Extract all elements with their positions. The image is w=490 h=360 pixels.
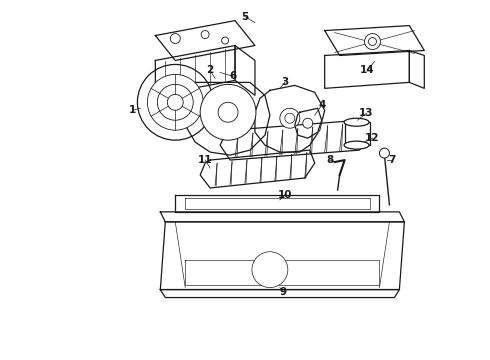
Polygon shape	[220, 120, 369, 160]
Polygon shape	[160, 212, 404, 222]
Circle shape	[252, 252, 288, 288]
Polygon shape	[344, 122, 369, 145]
Polygon shape	[325, 50, 409, 88]
Circle shape	[137, 64, 213, 140]
Polygon shape	[160, 222, 404, 289]
Circle shape	[365, 33, 380, 50]
Text: 11: 11	[198, 155, 212, 165]
Polygon shape	[200, 150, 315, 188]
Polygon shape	[295, 108, 322, 138]
Polygon shape	[155, 45, 235, 95]
Polygon shape	[235, 45, 255, 95]
Circle shape	[157, 84, 193, 120]
Text: 8: 8	[326, 155, 333, 165]
Polygon shape	[325, 26, 424, 55]
Polygon shape	[255, 85, 325, 152]
Ellipse shape	[344, 118, 369, 126]
Circle shape	[285, 113, 295, 123]
Polygon shape	[175, 195, 379, 212]
Circle shape	[368, 37, 376, 45]
Circle shape	[167, 94, 183, 110]
Circle shape	[171, 33, 180, 44]
Polygon shape	[155, 21, 255, 60]
Circle shape	[379, 148, 390, 158]
Circle shape	[303, 118, 313, 128]
Text: 5: 5	[242, 12, 248, 22]
Circle shape	[200, 84, 256, 140]
Circle shape	[280, 108, 300, 128]
Polygon shape	[160, 289, 399, 298]
Text: 12: 12	[365, 133, 380, 143]
Text: 6: 6	[229, 71, 237, 81]
Text: 13: 13	[359, 108, 374, 118]
Text: 2: 2	[206, 66, 214, 76]
Text: 9: 9	[279, 287, 287, 297]
Polygon shape	[183, 82, 270, 155]
Text: 4: 4	[318, 100, 325, 110]
Text: 7: 7	[389, 155, 396, 165]
Text: 3: 3	[281, 77, 289, 87]
Polygon shape	[409, 50, 424, 88]
Circle shape	[147, 75, 203, 130]
Circle shape	[221, 37, 228, 44]
Ellipse shape	[344, 141, 369, 149]
Circle shape	[201, 31, 209, 39]
Text: 14: 14	[360, 66, 375, 76]
Circle shape	[218, 102, 238, 122]
Text: 10: 10	[278, 190, 292, 200]
Text: 1: 1	[129, 105, 136, 115]
